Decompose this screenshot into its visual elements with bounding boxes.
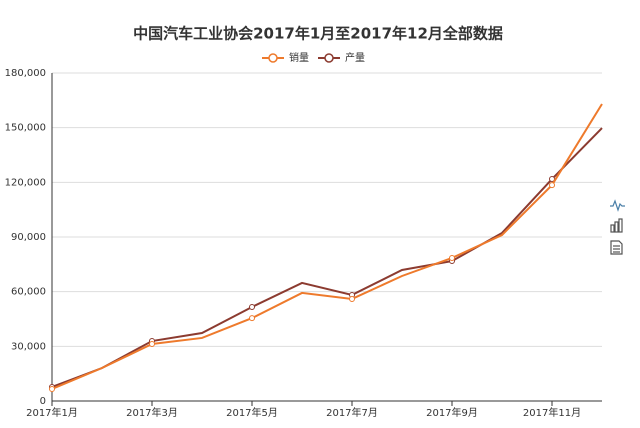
- y-tick-label: 150,000: [5, 123, 46, 134]
- y-tick-label: 0: [40, 396, 46, 407]
- legend-marker: [324, 53, 334, 63]
- point-marker: [549, 176, 555, 183]
- point-marker: [149, 340, 155, 347]
- line-tool-icon[interactable]: [610, 199, 625, 212]
- series-line: [51, 103, 603, 390]
- x-tick-label: 2017年9月: [426, 406, 478, 419]
- legend-marker: [268, 53, 278, 63]
- point-marker: [249, 315, 255, 322]
- y-tick-label: 180,000: [5, 68, 46, 79]
- point-marker: [249, 303, 255, 310]
- y-tick-label: 120,000: [5, 177, 46, 188]
- legend-label: 销量: [289, 51, 309, 64]
- x-tick-label: 2017年1月: [26, 406, 78, 419]
- x-tick-label: 2017年11月: [523, 406, 581, 419]
- point-marker: [449, 254, 455, 261]
- data-view-icon[interactable]: [610, 240, 623, 255]
- y-tick-label: 30,000: [11, 341, 46, 352]
- point-marker: [49, 385, 55, 392]
- point-marker: [549, 182, 555, 189]
- x-tick-label: 2017年7月: [326, 406, 378, 419]
- toolbox[interactable]: [610, 199, 625, 255]
- series-line: [51, 127, 603, 388]
- point-marker: [349, 295, 355, 302]
- y-tick-label: 90,000: [11, 232, 46, 243]
- chart-title: 中国汽车工业协会2017年1月至2017年12月全部数据: [133, 25, 503, 43]
- legend-label: 产量: [345, 51, 365, 64]
- x-tick-label: 2017年3月: [126, 406, 178, 419]
- bar-tool-icon[interactable]: [610, 218, 623, 233]
- y-tick-label: 60,000: [11, 287, 46, 298]
- x-tick-label: 2017年5月: [226, 406, 278, 419]
